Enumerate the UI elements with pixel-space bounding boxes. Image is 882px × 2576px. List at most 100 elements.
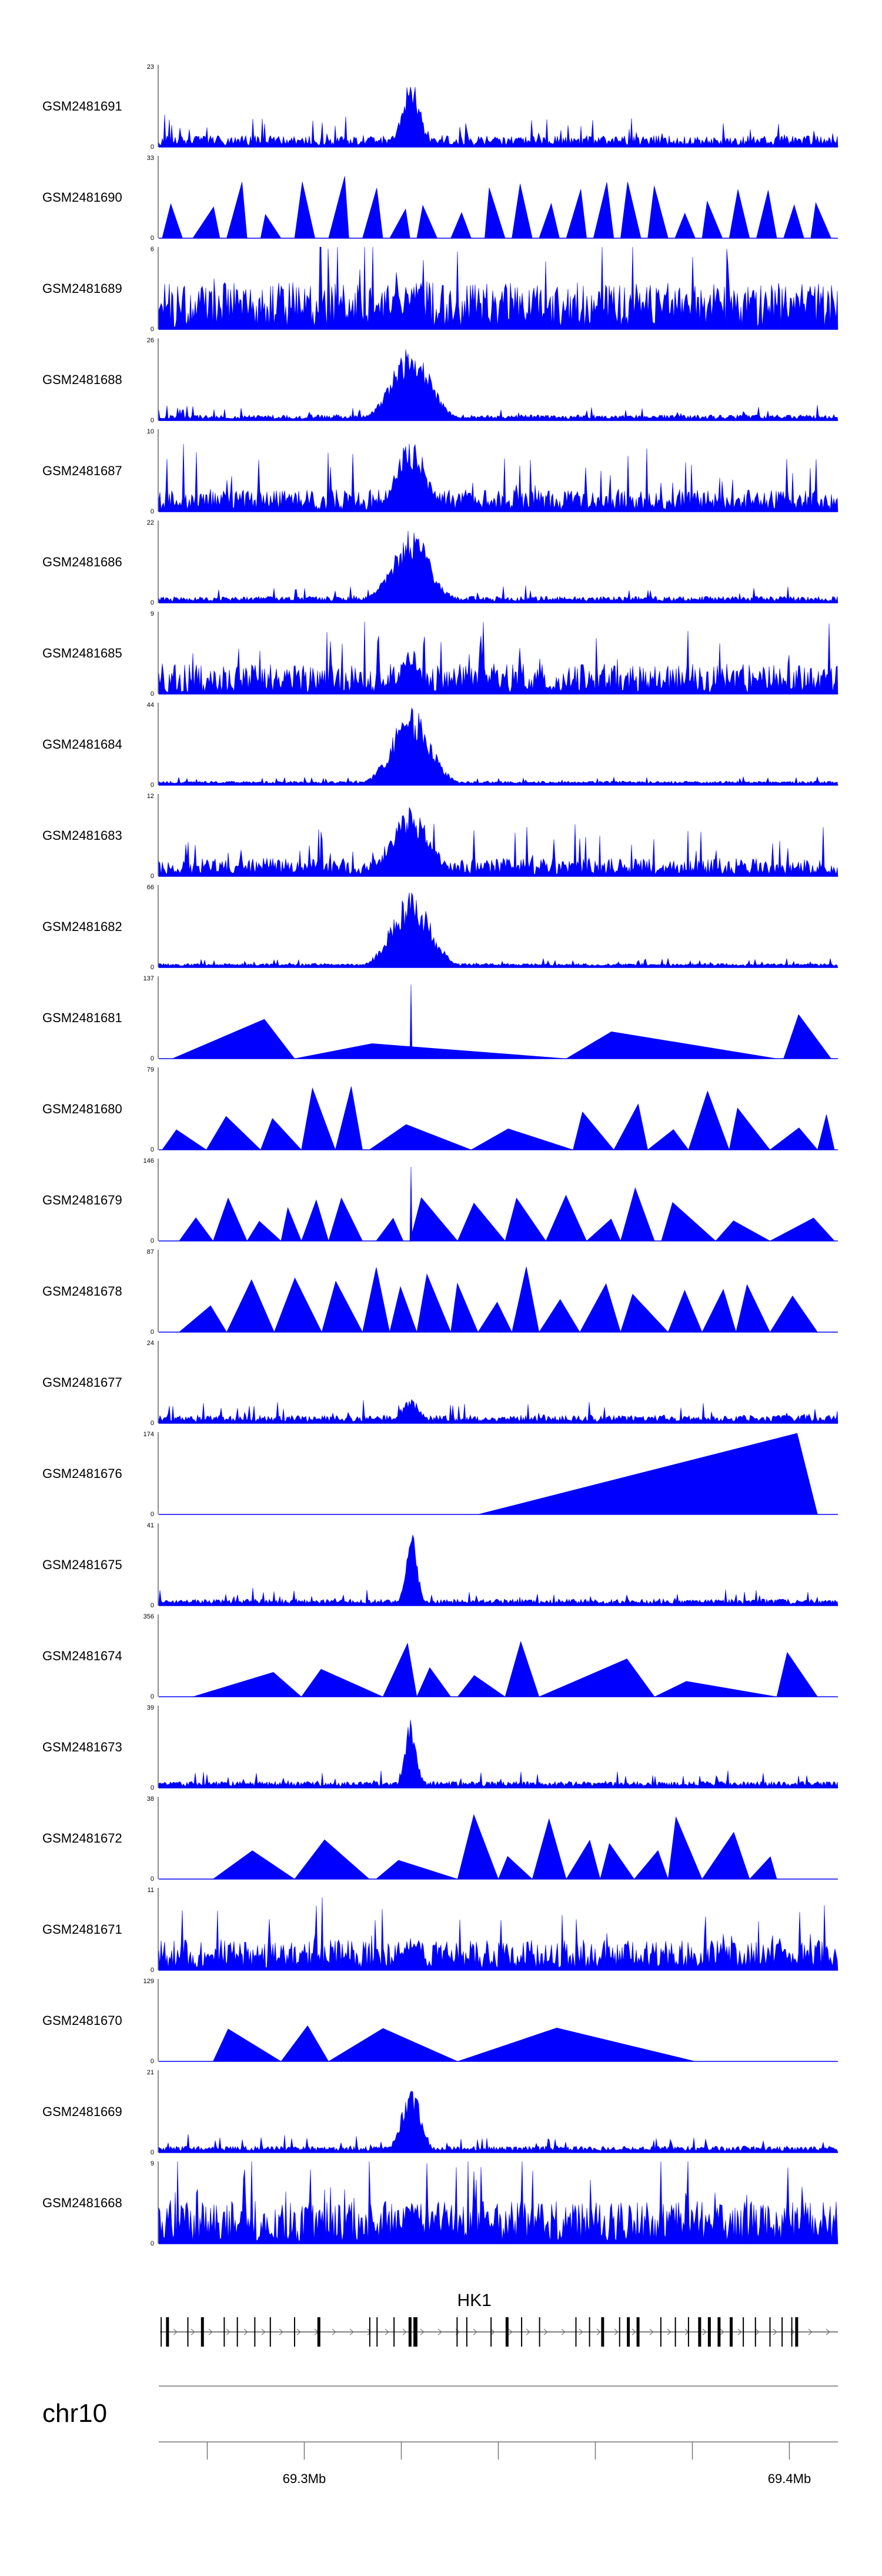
y-max-label: 22 <box>147 519 154 526</box>
exon <box>795 2317 799 2347</box>
exon <box>589 2317 590 2347</box>
track-GSM2481668: GSM2481668 9 0 <box>42 2160 838 2247</box>
y-max-label: 79 <box>147 1066 154 1073</box>
strand-arrow <box>226 2328 230 2335</box>
exon <box>393 2317 395 2347</box>
y-max-label: 38 <box>147 1796 154 1803</box>
y-zero-label: 0 <box>151 326 154 333</box>
exon <box>456 2317 458 2347</box>
strand-arrow <box>243 2328 248 2335</box>
coverage-area <box>158 1534 838 1606</box>
coverage-area <box>158 1399 838 1424</box>
exon <box>674 2317 676 2347</box>
strand-arrow <box>490 2328 495 2335</box>
exon <box>223 2317 225 2347</box>
track-GSM2481691: GSM2481691 23 0 <box>42 64 838 151</box>
coverage-area <box>158 2091 838 2153</box>
y-zero-label: 0 <box>151 1876 154 1883</box>
strand-arrow <box>526 2328 530 2335</box>
y-max-label: 23 <box>147 64 154 71</box>
y-zero-label: 0 <box>151 508 154 515</box>
track-label: GSM2481677 <box>42 1375 122 1390</box>
y-zero-label: 0 <box>151 873 154 880</box>
track-GSM2481689: GSM2481689 6 0 <box>42 246 838 333</box>
strand-arrow <box>349 2328 354 2335</box>
y-zero-label: 0 <box>151 1511 154 1518</box>
coverage-area <box>158 443 838 512</box>
track-label: GSM2481672 <box>42 1831 122 1846</box>
track-label: GSM2481671 <box>42 1922 122 1937</box>
exon <box>269 2317 271 2347</box>
exon <box>187 2317 189 2347</box>
coverage-area <box>159 2025 838 2062</box>
track-label: GSM2481683 <box>42 828 122 843</box>
strand-arrow <box>332 2328 336 2335</box>
track-GSM2481669: GSM2481669 21 0 <box>42 2069 838 2156</box>
coverage-area <box>159 1266 838 1333</box>
y-zero-label: 0 <box>151 235 154 242</box>
strand-arrow <box>508 2328 513 2335</box>
track-GSM2481678: GSM2481678 87 0 <box>42 1249 838 1336</box>
strand-arrow <box>720 2328 724 2335</box>
strand-arrow <box>808 2328 813 2335</box>
y-max-label: 24 <box>147 1340 154 1347</box>
gene-track: HK1 <box>160 2291 838 2347</box>
track-label: GSM2481689 <box>42 281 122 296</box>
y-zero-label: 0 <box>151 1237 154 1244</box>
y-zero-label: 0 <box>151 599 154 606</box>
y-max-label: 129 <box>143 1978 154 1985</box>
coverage-area <box>159 984 838 1059</box>
coverage-area <box>158 892 838 968</box>
exon <box>376 2317 378 2347</box>
exon <box>416 2317 417 2347</box>
track-label: GSM2481686 <box>42 555 122 569</box>
y-max-label: 9 <box>151 610 154 618</box>
coverage-area <box>158 807 838 877</box>
y-zero-label: 0 <box>151 1602 154 1609</box>
chromosome-label: chr10 <box>42 2399 107 2428</box>
y-max-label: 41 <box>147 1522 154 1529</box>
y-max-label: 39 <box>147 1704 154 1711</box>
chromosome-axis: chr10 69.3Mb 69.4Mb <box>42 2385 838 2486</box>
exon <box>408 2317 412 2347</box>
coverage-area <box>159 1814 838 1880</box>
strand-arrow <box>579 2328 583 2335</box>
exon <box>490 2317 492 2347</box>
strand-arrow <box>667 2328 671 2335</box>
track-label: GSM2481685 <box>42 646 122 660</box>
exon <box>161 2317 162 2347</box>
y-max-label: 87 <box>147 1249 154 1256</box>
strand-arrow <box>596 2328 601 2335</box>
coverage-area <box>158 622 838 695</box>
y-zero-label: 0 <box>151 1784 154 1791</box>
exon <box>660 2317 662 2347</box>
gene-name: HK1 <box>457 2291 492 2310</box>
y-zero-label: 0 <box>151 1329 154 1336</box>
strand-arrow <box>737 2328 742 2335</box>
exon <box>754 2317 756 2347</box>
track-GSM2481686: GSM2481686 22 0 <box>42 519 838 606</box>
exon <box>769 2317 771 2347</box>
y-zero-label: 0 <box>151 2149 154 2156</box>
exon <box>730 2317 733 2347</box>
coverage-area <box>158 2161 838 2244</box>
y-max-label: 10 <box>147 428 154 435</box>
track-GSM2481676: GSM2481676 174 0 <box>42 1431 838 1518</box>
strand-arrow <box>632 2328 636 2335</box>
track-GSM2481690: GSM2481690 33 0 <box>42 155 838 242</box>
track-label: GSM2481690 <box>42 190 122 205</box>
track-label: GSM2481684 <box>42 737 122 752</box>
y-zero-label: 0 <box>151 1420 154 1427</box>
track-GSM2481682: GSM2481682 66 0 <box>42 884 838 971</box>
exon <box>539 2317 540 2347</box>
strand-arrow <box>261 2328 266 2335</box>
y-max-label: 66 <box>147 884 154 891</box>
y-max-label: 137 <box>143 975 154 982</box>
track-label: GSM2481668 <box>42 2195 122 2210</box>
exon <box>717 2317 721 2347</box>
exon <box>627 2317 630 2347</box>
exon <box>466 2317 467 2347</box>
track-label: GSM2481669 <box>42 2104 122 2119</box>
strand-arrow <box>279 2328 283 2335</box>
